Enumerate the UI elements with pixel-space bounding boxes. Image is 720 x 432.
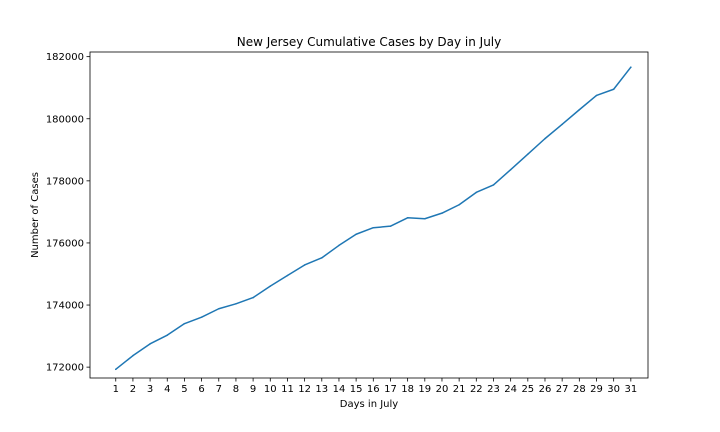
- plot-area: 1 2 3 4 5 6 7 8 9 10 11 12 13 14 15 16 17 18 19 20 21 22 23 24 2…: [46, 51, 649, 395]
- data-point: [115, 368, 117, 371]
- data-point: [492, 184, 495, 186]
- chart-title: New Jersey Cumulative Cases by Day in Ju…: [237, 35, 502, 49]
- x-tick-label: 18: [401, 384, 414, 395]
- y-axis: 172000 174000 176000 178000 180000 182000: [46, 52, 90, 374]
- x-tick-label: 7: [216, 384, 222, 395]
- x-tick-label: 5: [181, 384, 187, 395]
- x-tick-label: 27: [556, 384, 569, 395]
- x-tick-label: 2: [130, 384, 136, 395]
- data-point: [595, 94, 598, 97]
- x-tick-label: 17: [384, 384, 397, 395]
- data-point: [458, 204, 460, 206]
- y-tick-label: 172000: [46, 363, 84, 374]
- x-tick-label: 22: [470, 384, 483, 395]
- x-tick-label: 12: [298, 384, 311, 395]
- data-point: [441, 212, 443, 214]
- data-point: [355, 233, 357, 235]
- y-tick-label: 174000: [46, 301, 84, 312]
- data-point: [166, 334, 169, 336]
- x-tick-label: 1: [113, 384, 119, 395]
- data-point: [218, 308, 220, 310]
- x-tick-label: 30: [607, 384, 620, 395]
- data-point: [183, 322, 186, 325]
- data-point: [286, 274, 289, 277]
- x-tick-label: 26: [539, 384, 552, 395]
- x-tick-label: 13: [315, 384, 328, 395]
- y-tick-label: 176000: [46, 238, 84, 249]
- y-axis-label: Number of Cases: [30, 172, 41, 258]
- series-layer: [115, 66, 632, 371]
- data-point: [527, 153, 529, 155]
- x-tick-label: 24: [504, 384, 517, 395]
- data-point: [200, 316, 203, 318]
- data-point: [235, 303, 237, 305]
- x-tick-label: 11: [281, 384, 294, 395]
- series-line: [115, 66, 632, 371]
- data-point: [630, 66, 632, 68]
- x-tick-label: 25: [521, 384, 534, 395]
- x-tick-label: 16: [367, 384, 380, 395]
- x-tick-label: 23: [487, 384, 500, 395]
- data-point: [561, 123, 563, 126]
- data-point: [389, 225, 392, 227]
- data-point: [321, 257, 323, 259]
- data-point: [509, 168, 512, 171]
- data-point: [544, 137, 546, 140]
- y-tick-label: 182000: [46, 52, 84, 63]
- y-tick-label: 180000: [46, 114, 84, 125]
- x-tick-label: 20: [436, 384, 449, 395]
- data-point: [475, 191, 478, 194]
- x-tick-label: 19: [418, 384, 431, 395]
- x-tick-label: 15: [350, 384, 363, 395]
- data-point: [612, 88, 615, 91]
- data-point: [269, 285, 272, 287]
- x-tick-label: 28: [573, 384, 586, 395]
- data-point: [424, 217, 426, 220]
- x-tick-label: 4: [164, 384, 170, 395]
- data-point: [578, 109, 581, 111]
- data-point: [149, 343, 151, 345]
- x-axis-label: Days in July: [340, 399, 398, 410]
- x-tick-label: 29: [590, 384, 603, 395]
- x-tick-label: 10: [264, 384, 277, 395]
- data-point: [303, 264, 306, 266]
- data-point: [406, 217, 409, 219]
- x-tick-label: 3: [147, 384, 153, 395]
- x-axis: 1 2 3 4 5 6 7 8 9 10 11 12 13 14 15 16 17 18 19 20 21 22 23 24 2…: [113, 378, 637, 395]
- x-tick-label: 31: [624, 384, 637, 395]
- data-point: [338, 244, 340, 247]
- x-tick-label: 9: [250, 384, 256, 395]
- plot-frame: [89, 51, 649, 379]
- data-point: [252, 296, 254, 299]
- data-point: [372, 226, 375, 229]
- y-tick-label: 178000: [46, 176, 84, 187]
- x-tick-label: 14: [333, 384, 346, 395]
- data-point: [132, 354, 134, 357]
- x-tick-label: 8: [233, 384, 239, 395]
- x-tick-label: 21: [453, 384, 466, 395]
- x-tick-label: 6: [198, 384, 204, 395]
